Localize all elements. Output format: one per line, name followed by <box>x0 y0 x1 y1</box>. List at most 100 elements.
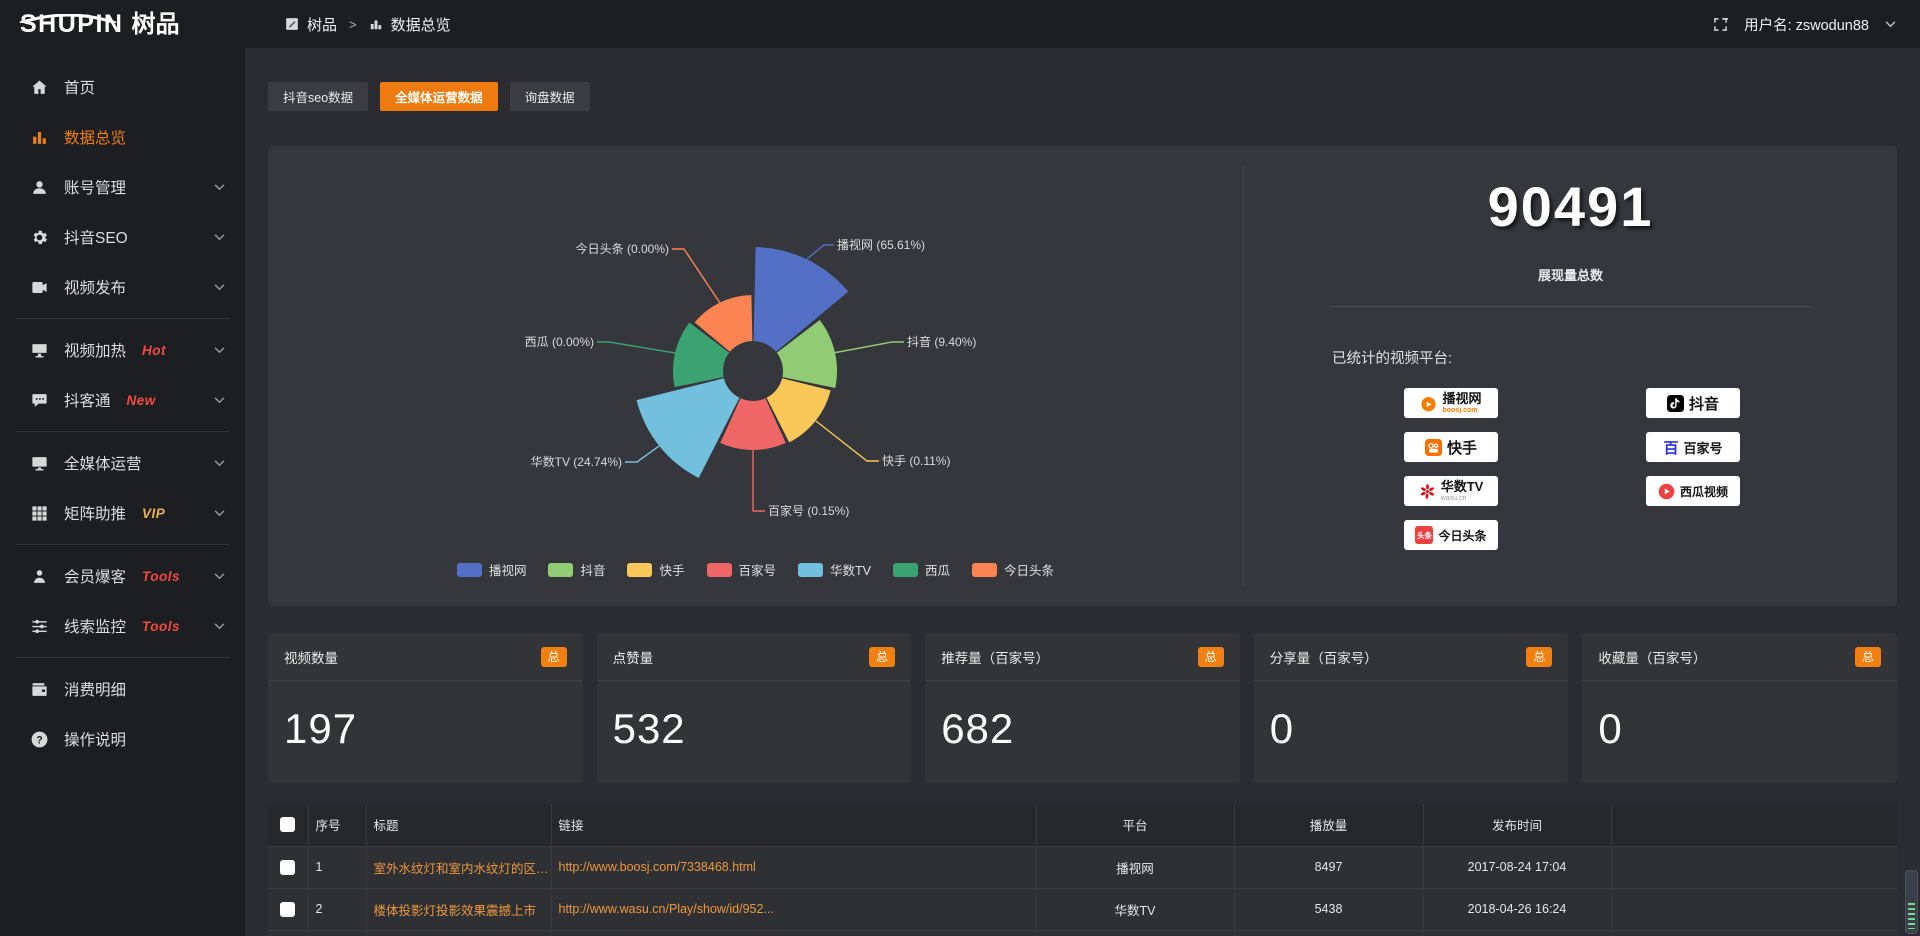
pie-label-6: 今日头条 (0.00%) <box>576 241 669 256</box>
sidebar-divider <box>16 318 229 319</box>
pie-slice-1[interactable] <box>776 320 837 388</box>
stat-card-header: 视频数量 总 <box>268 633 583 681</box>
row-link[interactable]: http://www.boosj.com/7338468.html <box>551 846 1037 889</box>
home-icon <box>30 78 49 97</box>
sidebar-item-consumption-detail[interactable]: 消费明细 <box>0 664 245 714</box>
row-checkbox[interactable] <box>280 859 296 875</box>
row-extra <box>1611 888 1897 931</box>
pie-label-line-6 <box>672 248 721 304</box>
username-label[interactable]: 用户名: zswodun88 <box>1744 17 1869 34</box>
user-icon <box>30 178 49 197</box>
sidebar-item-lead-monitor[interactable]: 线索监控 Tools <box>0 601 245 651</box>
legend-label: 播视网 <box>488 564 527 578</box>
legend-label: 华数TV <box>830 564 871 578</box>
videos-table: 序号标题链接平台播放量发布时间1室外水纹灯和室内水纹灯的区别和简介http://… <box>268 804 1897 936</box>
sidebar-item-label: 账号管理 <box>64 180 127 197</box>
column-header-title: 标题 <box>366 804 552 847</box>
pie-slice-2[interactable] <box>766 378 831 443</box>
legend-label: 抖音 <box>580 564 606 578</box>
sidebar-divider <box>16 544 229 545</box>
sidebar-item-operation-guide[interactable]: ? 操作说明 <box>0 714 245 764</box>
row-checkbox[interactable] <box>280 901 296 917</box>
sidebar-item-home[interactable]: 首页 <box>0 62 245 112</box>
legend-item-1[interactable]: 抖音 <box>548 560 605 579</box>
breadcrumb: 树品 > 数据总览 <box>285 14 451 35</box>
chevron-down-icon[interactable] <box>1885 20 1896 28</box>
legend-item-6[interactable]: 今日头条 <box>972 560 1054 579</box>
summary-section: 90491 展现量总数 已统计的视频平台: 播视网 boosj.com 快手 华数TV… <box>1243 166 1897 586</box>
fullscreen-icon[interactable] <box>1713 17 1729 32</box>
row-cell-empty <box>366 930 552 936</box>
stat-card-1: 点赞量 总 532 <box>596 633 912 783</box>
help-icon: ? <box>30 730 49 749</box>
legend-item-0[interactable]: 播视网 <box>456 560 527 579</box>
column-header-views: 播放量 <box>1234 804 1424 847</box>
sidebar-item-badge: Tools <box>142 568 181 584</box>
row-link[interactable]: http://www.wasu.cn/Play/show/id/952... <box>551 888 1037 931</box>
person-icon <box>30 567 49 586</box>
chat-icon <box>30 391 49 410</box>
row-platform: 华数TV <box>1036 888 1235 931</box>
select-all-checkbox[interactable] <box>280 817 296 833</box>
stat-card-header: 收藏量（百家号） 总 <box>1582 633 1897 681</box>
data-tabs: 抖音seo数据 全媒体运营数据 询盘数据 <box>268 82 1920 111</box>
breadcrumb-separator: > <box>349 16 357 32</box>
sidebar-item-label: 消费明细 <box>64 682 127 699</box>
chevron-down-icon <box>214 233 225 241</box>
video-icon <box>30 278 49 297</box>
row-cell-empty <box>551 930 1037 936</box>
legend-item-2[interactable]: 快手 <box>627 560 685 579</box>
pie-slice-4[interactable] <box>636 378 740 479</box>
legend-item-3[interactable]: 百家号 <box>706 560 776 579</box>
sidebar-item-matrix-boost[interactable]: 矩阵助推 VIP <box>0 488 245 538</box>
stat-card-total-badge: 总 <box>1197 646 1224 667</box>
chevron-down-icon <box>214 509 225 517</box>
platforms-title: 已统计的视频平台: <box>1332 351 1453 367</box>
sidebar-item-video-publish[interactable]: 视频发布 <box>0 262 245 312</box>
stat-card-3: 分享量（百家号） 总 0 <box>1253 633 1569 783</box>
topbar-right: 用户名: zswodun88 <box>1713 14 1920 35</box>
pie-label-line-3 <box>752 449 765 512</box>
column-header-extra <box>1611 804 1897 847</box>
sidebar-item-label: 视频加热 <box>64 343 127 360</box>
tab-omni-media-data[interactable]: 全媒体运营数据 <box>380 82 498 111</box>
sidebar-item-label: 线索监控 <box>64 619 127 636</box>
stat-card-header: 点赞量 总 <box>596 633 912 681</box>
pie-slice-0[interactable] <box>753 247 849 352</box>
tab-douyin-seo-data[interactable]: 抖音seo数据 <box>268 82 369 111</box>
row-title[interactable]: 室外水纹灯和室内水纹灯的区别和简介 <box>366 846 552 889</box>
sidebar-item-omni-media[interactable]: 全媒体运营 <box>0 438 245 488</box>
monitor-icon <box>30 454 49 473</box>
svg-text:?: ? <box>36 734 43 746</box>
legend-label: 快手 <box>659 564 685 578</box>
total-impressions-value: 90491 <box>1487 175 1654 238</box>
legend-item-4[interactable]: 华数TV <box>798 560 871 579</box>
sidebar-item-label: 矩阵助推 <box>64 506 127 523</box>
platform-badge-boosj: 播视网 boosj.com <box>1404 388 1498 418</box>
sidebar-item-label: 视频发布 <box>64 280 127 297</box>
breadcrumb-root[interactable]: 树品 <box>307 16 338 34</box>
sidebar-item-douketong[interactable]: 抖客通 New <box>0 375 245 425</box>
scrollbar-thumb[interactable] <box>1905 870 1918 934</box>
pie-slice-5[interactable] <box>673 322 730 388</box>
pie-slice-3[interactable] <box>720 398 786 451</box>
legend-swatch <box>972 562 998 577</box>
legend-item-5[interactable]: 西瓜 <box>893 560 950 579</box>
sidebar-item-data-overview[interactable]: 数据总览 <box>0 112 245 162</box>
sidebar-item-account-management[interactable]: 账号管理 <box>0 162 245 212</box>
sidebar-item-member-baoke[interactable]: 会员爆客 Tools <box>0 551 245 601</box>
pie-label-1: 抖音 (9.40%) <box>907 334 976 349</box>
row-cell-empty <box>268 930 309 936</box>
chevron-down-icon <box>214 346 225 354</box>
pie-slice-6[interactable] <box>694 295 753 352</box>
stat-card-label: 分享量（百家号） <box>1269 650 1378 666</box>
tab-inquiry-data[interactable]: 询盘数据 <box>509 82 590 111</box>
legend-swatch <box>798 562 824 577</box>
stat-card-label: 收藏量（百家号） <box>1598 650 1707 666</box>
bar-chart-icon <box>30 128 49 147</box>
sidebar-item-douyin-seo[interactable]: 抖音SEO <box>0 212 245 262</box>
row-title[interactable]: 楼体投影灯投影效果震撼上市 <box>366 888 552 931</box>
sidebar-item-video-heat[interactable]: 视频加热 Hot <box>0 325 245 375</box>
stat-card-value: 0 <box>1598 705 1623 752</box>
pie-label-2: 快手 (0.11%) <box>882 454 950 468</box>
